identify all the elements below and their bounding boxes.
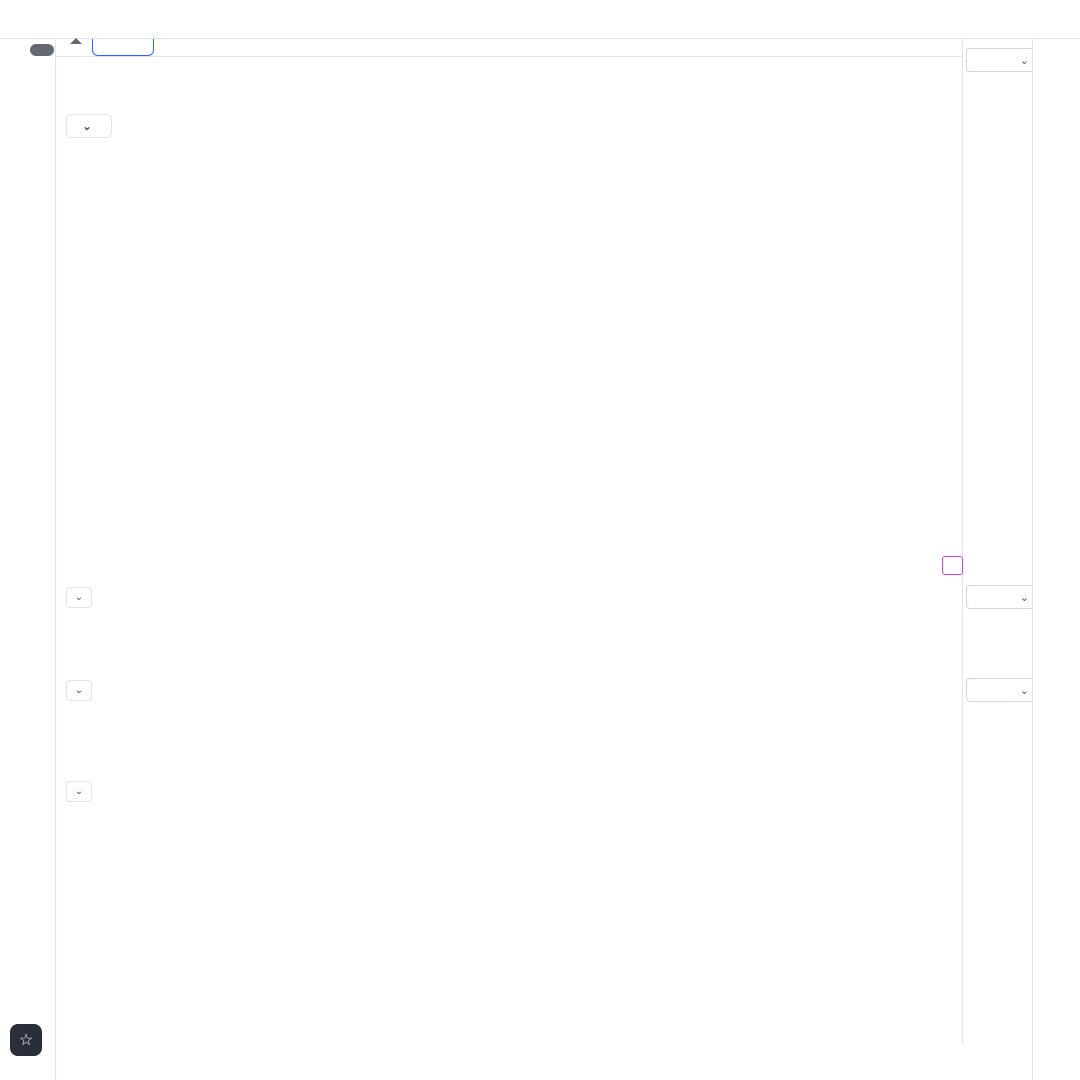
panel3-collapse-button[interactable]: ⌄	[66, 781, 92, 802]
chevron-down-icon: ⌄	[82, 120, 92, 133]
panel2-currency-select[interactable]: ⌄	[966, 678, 1040, 702]
sync-icon[interactable]	[119, 115, 139, 135]
drawing-toolbar	[0, 38, 56, 1080]
main-currency-select[interactable]: ⌄	[966, 48, 1040, 72]
panel1-sync-icon[interactable]	[110, 587, 130, 607]
earnings-q4-label	[536, 617, 544, 621]
footer-bar	[0, 56, 977, 92]
indicator-interval-dropdown[interactable]: ⌄	[66, 114, 112, 138]
right-sidebar	[1032, 38, 1080, 1080]
panel2-sync-icon[interactable]	[110, 680, 130, 700]
login-tooltip	[30, 38, 82, 56]
last-price-value	[945, 92, 959, 111]
panel1-currency-select[interactable]: ⌄	[966, 585, 1040, 609]
last-price-label	[931, 92, 959, 111]
last-price-symbol	[931, 92, 945, 111]
top-toolbar	[0, 0, 1080, 39]
chart-canvas[interactable]	[55, 38, 962, 1012]
panel3-sync-icon[interactable]	[110, 781, 130, 801]
revenue-dec-label	[538, 703, 546, 707]
panel2-collapse-button[interactable]: ⌄	[66, 680, 92, 701]
panel1-collapse-button[interactable]: ⌄	[66, 587, 92, 608]
favorites-star-button[interactable]: ☆	[10, 1024, 42, 1056]
earnings-axis-badge[interactable]	[942, 556, 963, 575]
price-axis[interactable]	[962, 38, 1033, 1045]
